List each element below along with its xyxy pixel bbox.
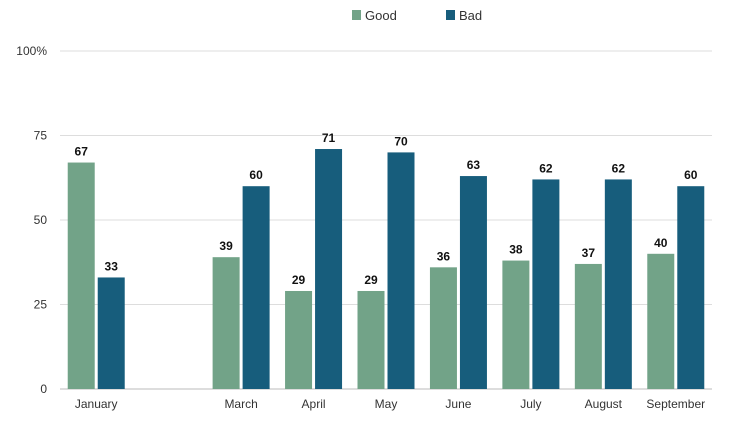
bar-good xyxy=(429,267,457,389)
value-label: 29 xyxy=(364,273,378,287)
x-tick-label: April xyxy=(302,397,326,411)
value-label: 38 xyxy=(509,243,523,257)
x-tick-label: May xyxy=(375,397,398,411)
bar-bad xyxy=(604,179,632,389)
value-label: 29 xyxy=(292,273,306,287)
value-label: 40 xyxy=(654,236,668,250)
bar-good xyxy=(67,162,95,389)
bar-bad xyxy=(315,149,343,389)
value-label: 60 xyxy=(684,168,698,182)
bar-bad xyxy=(677,186,705,389)
legend-swatch-good xyxy=(352,10,361,20)
value-label: 36 xyxy=(437,249,451,263)
x-tick-label: August xyxy=(585,397,623,411)
value-label: 62 xyxy=(539,161,553,175)
y-tick-label: 100% xyxy=(16,44,47,58)
value-label: 67 xyxy=(75,145,89,159)
x-tick-label: July xyxy=(520,397,541,411)
value-label: 60 xyxy=(249,168,263,182)
bar-bad xyxy=(387,152,415,389)
bars xyxy=(67,149,705,389)
bar-good xyxy=(574,263,602,389)
bar-bad xyxy=(242,186,270,389)
bar-bad xyxy=(532,179,560,389)
gridlines xyxy=(60,50,712,390)
bar-good xyxy=(285,290,313,389)
bar-bad xyxy=(459,176,487,389)
x-tick-label: March xyxy=(224,397,257,411)
bar-good xyxy=(212,257,240,389)
value-labels: 67 33 39 60 29 71 29 70 36 63 38 62 37 62 40 60 xyxy=(75,131,698,287)
y-tick-label: 25 xyxy=(34,298,48,312)
y-axis-ticks: 0 25 50 75 100% xyxy=(16,44,47,396)
bar-good xyxy=(357,290,385,389)
value-label: 71 xyxy=(322,131,336,145)
value-label: 33 xyxy=(105,259,119,273)
bar-bad xyxy=(97,277,125,389)
legend-swatch-bad xyxy=(446,10,455,20)
bar-good xyxy=(647,253,675,389)
x-tick-label: June xyxy=(445,397,471,411)
value-label: 37 xyxy=(582,246,596,260)
x-tick-label: September xyxy=(646,397,705,411)
value-label: 39 xyxy=(219,239,233,253)
y-tick-label: 75 xyxy=(34,129,48,143)
bar-good xyxy=(502,260,530,389)
legend-label-good: Good xyxy=(365,8,397,23)
legend-label-bad: Bad xyxy=(459,8,482,23)
value-label: 63 xyxy=(467,158,481,172)
legend: Good Bad xyxy=(352,8,482,23)
y-tick-label: 0 xyxy=(40,382,47,396)
value-label: 62 xyxy=(612,161,626,175)
value-label: 70 xyxy=(394,134,408,148)
x-axis-ticks: January March April May June July August Septem… xyxy=(75,397,705,411)
x-tick-label: January xyxy=(75,397,118,411)
y-tick-label: 50 xyxy=(34,213,48,227)
